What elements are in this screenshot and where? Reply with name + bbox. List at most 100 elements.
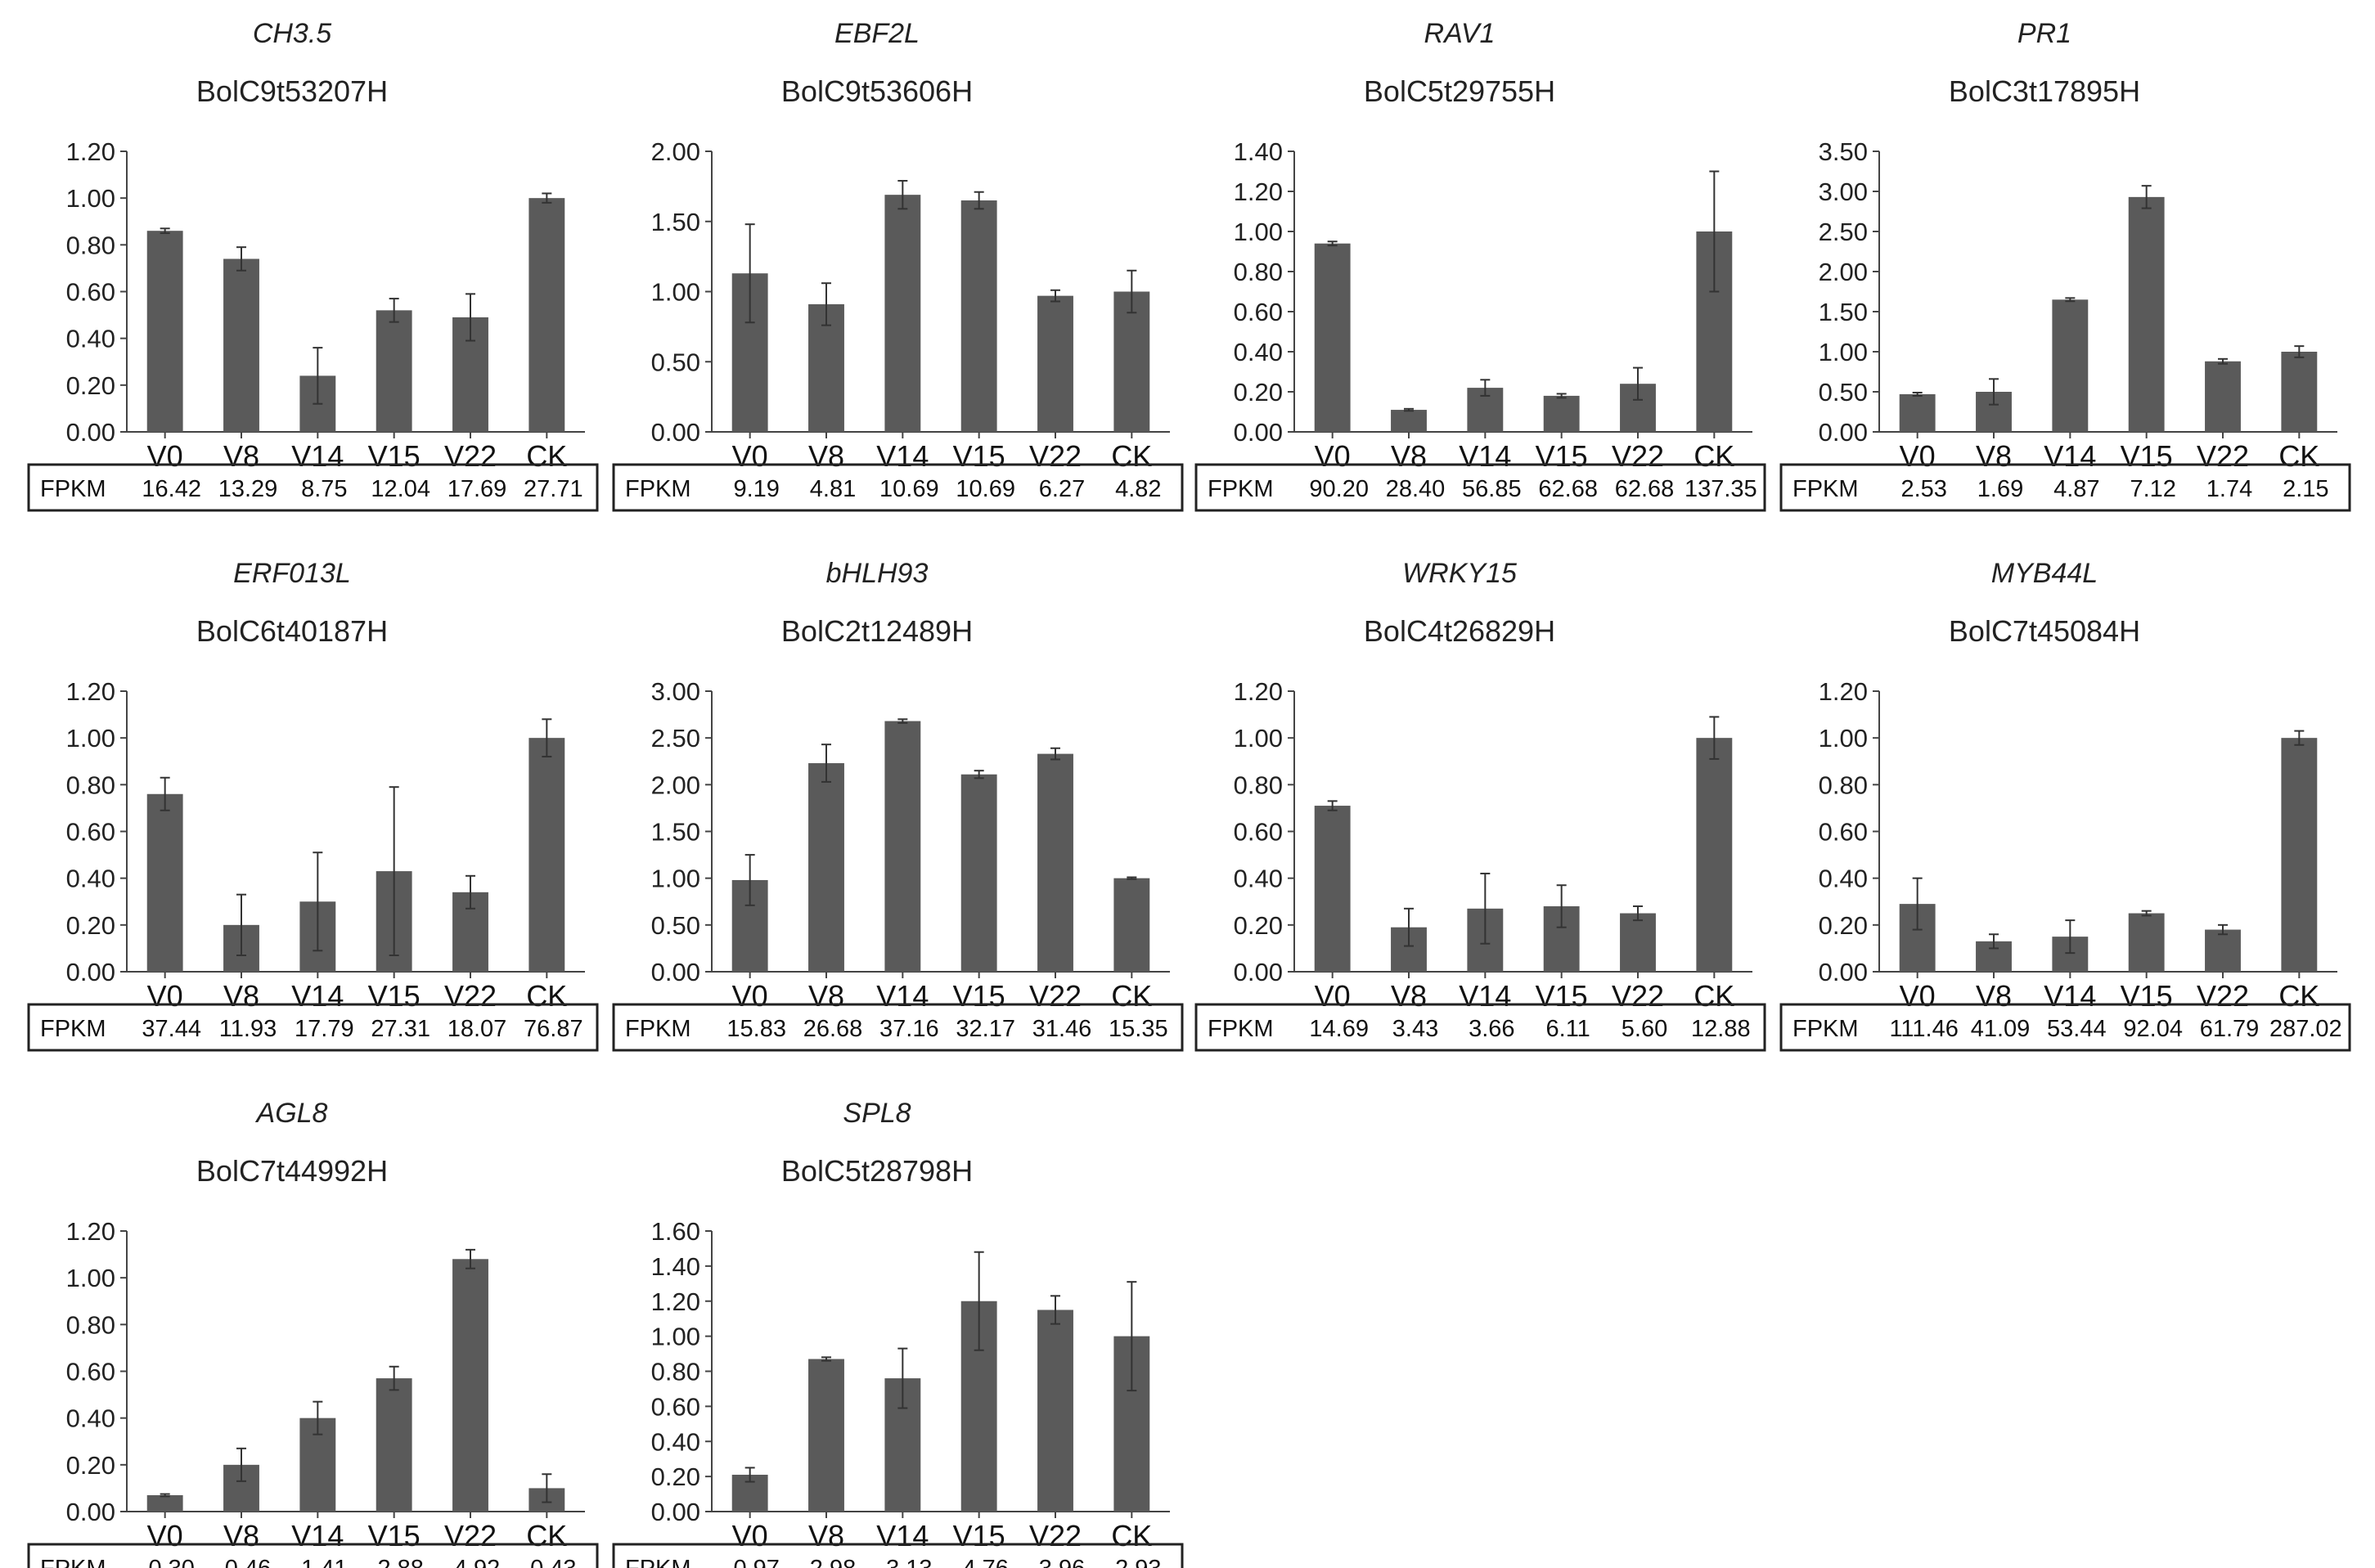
y-tick-label: 1.20: [1234, 177, 1283, 206]
x-tick-label: CK: [2278, 979, 2319, 1013]
fpkm-value: 287.02: [2269, 1016, 2342, 1042]
x-tick-label: V15: [2121, 439, 2173, 473]
y-tick-label: 0.00: [66, 418, 115, 447]
bar: [146, 231, 183, 432]
y-tick-label: 0.20: [1234, 911, 1283, 940]
y-tick-label: 2.50: [651, 724, 700, 753]
fpkm-value: 13.29: [218, 476, 278, 502]
y-tick-label: 0.40: [1819, 865, 1868, 893]
fpkm-value: 4.92: [454, 1556, 500, 1568]
gene-name: bHLH93: [826, 558, 929, 589]
y-tick-label: 1.20: [66, 1217, 115, 1246]
chart-title: BolC9t53606H: [781, 74, 973, 108]
y-tick-label: 1.20: [1819, 677, 1868, 706]
y-tick-label: 0.80: [651, 1358, 700, 1386]
fpkm-value: 5.60: [1622, 1016, 1667, 1042]
x-tick-label: V0: [1900, 439, 1936, 473]
x-tick-label: V8: [1391, 439, 1427, 473]
gene-name: MYB44L: [1991, 558, 2098, 589]
y-tick-label: 3.00: [1819, 177, 1868, 206]
fpkm-value: 90.20: [1309, 476, 1369, 502]
y-tick-label: 0.60: [66, 1358, 115, 1386]
fpkm-value: 41.09: [1971, 1016, 2031, 1042]
bar: [2281, 738, 2318, 972]
fpkm-value: 4.81: [810, 476, 856, 502]
x-tick-label: V8: [808, 979, 844, 1013]
y-tick-label: 0.40: [1234, 865, 1283, 893]
fpkm-value: 28.40: [1386, 476, 1446, 502]
y-tick-label: 0.80: [1819, 771, 1868, 799]
y-tick-label: 0.00: [651, 958, 700, 986]
chart-title: BolC7t45084H: [1949, 614, 2140, 648]
chart-panel: AGL8 BolC7t44992H 0.00 0.20 0.40 0.60 0.80 1.00…: [27, 1098, 599, 1568]
fpkm-label: FPKM: [1208, 1016, 1274, 1042]
y-tick-label: 0.00: [1234, 958, 1283, 986]
fpkm-value: 6.27: [1039, 476, 1085, 502]
fpkm-value: 31.46: [1032, 1016, 1092, 1042]
y-tick-label: 2.00: [651, 771, 700, 799]
x-tick-label: V8: [223, 1519, 259, 1552]
bar: [1314, 243, 1351, 432]
chart-panel: PR1 BolC3t17895H 0.00 0.50 1.00 1.50 2.00 2.50 3…: [1779, 18, 2351, 512]
y-tick-label: 0.00: [1234, 418, 1283, 447]
x-tick-label: V15: [953, 439, 1005, 473]
x-tick-label: CK: [1111, 1519, 1152, 1552]
y-tick-label: 1.20: [1234, 677, 1283, 706]
fpkm-value: 8.75: [301, 476, 347, 502]
x-tick-label: V14: [291, 1519, 344, 1552]
gene-name: SPL8: [843, 1098, 911, 1129]
x-tick-label: V15: [368, 439, 421, 473]
x-tick-label: V15: [368, 1519, 421, 1552]
x-tick-label: V22: [444, 1519, 497, 1552]
fpkm-box: [27, 1543, 599, 1568]
y-tick-label: 1.00: [66, 724, 115, 753]
fpkm-value: 17.69: [448, 476, 507, 502]
bar: [1314, 806, 1351, 972]
chart-panel: MYB44L BolC7t45084H 0.00 0.20 0.40 0.60 0.80 1.…: [1779, 558, 2351, 1052]
y-tick-label: 1.00: [651, 1323, 700, 1351]
fpkm-value: 3.66: [1469, 1016, 1514, 1042]
x-tick-label: V15: [953, 979, 1005, 1013]
y-tick-label: 0.60: [66, 818, 115, 847]
x-tick-label: V0: [732, 1519, 768, 1552]
x-tick-label: CK: [1694, 979, 1734, 1013]
x-tick-label: V0: [1315, 979, 1351, 1013]
bar: [1620, 913, 1656, 972]
bar: [529, 198, 565, 432]
x-tick-label: V8: [223, 439, 259, 473]
y-tick-label: 2.50: [1819, 218, 1868, 246]
fpkm-value: 37.16: [879, 1016, 939, 1042]
bar: [1037, 753, 1073, 972]
fpkm-value: 4.76: [962, 1556, 1008, 1568]
fpkm-value: 15.83: [726, 1016, 786, 1042]
y-tick-label: 1.50: [1819, 298, 1868, 326]
bar: [146, 1494, 183, 1512]
fpkm-box: [27, 1003, 599, 1052]
y-tick-label: 3.50: [1819, 137, 1868, 166]
fpkm-value: 0.43: [530, 1556, 576, 1568]
y-tick-label: 3.00: [651, 677, 700, 706]
bar: [884, 195, 921, 433]
bar: [2128, 913, 2165, 972]
fpkm-value: 27.71: [524, 476, 583, 502]
gene-name: AGL8: [255, 1098, 328, 1129]
y-tick-label: 0.40: [651, 1427, 700, 1456]
gene-name: PR1: [2017, 18, 2071, 49]
chart-panel: WRKY15 BolC4t26829H 0.00 0.20 0.40 0.60 0.80 1.…: [1194, 558, 1766, 1052]
x-tick-label: V14: [2044, 979, 2096, 1013]
x-tick-label: V14: [876, 439, 929, 473]
x-tick-label: V14: [291, 979, 344, 1013]
bar: [884, 721, 921, 972]
y-tick-label: 1.00: [651, 278, 700, 307]
bar: [1899, 393, 1936, 432]
x-tick-label: V0: [1900, 979, 1936, 1013]
x-tick-label: CK: [526, 1519, 567, 1552]
y-tick-label: 0.80: [66, 231, 115, 259]
chart-title: BolC4t26829H: [1364, 614, 1555, 648]
y-tick-label: 1.50: [651, 208, 700, 236]
gene-name: CH3.5: [253, 18, 331, 49]
chart-title: BolC2t12489H: [781, 614, 973, 648]
fpkm-value: 2.98: [810, 1556, 856, 1568]
fpkm-value: 9.19: [733, 476, 779, 502]
